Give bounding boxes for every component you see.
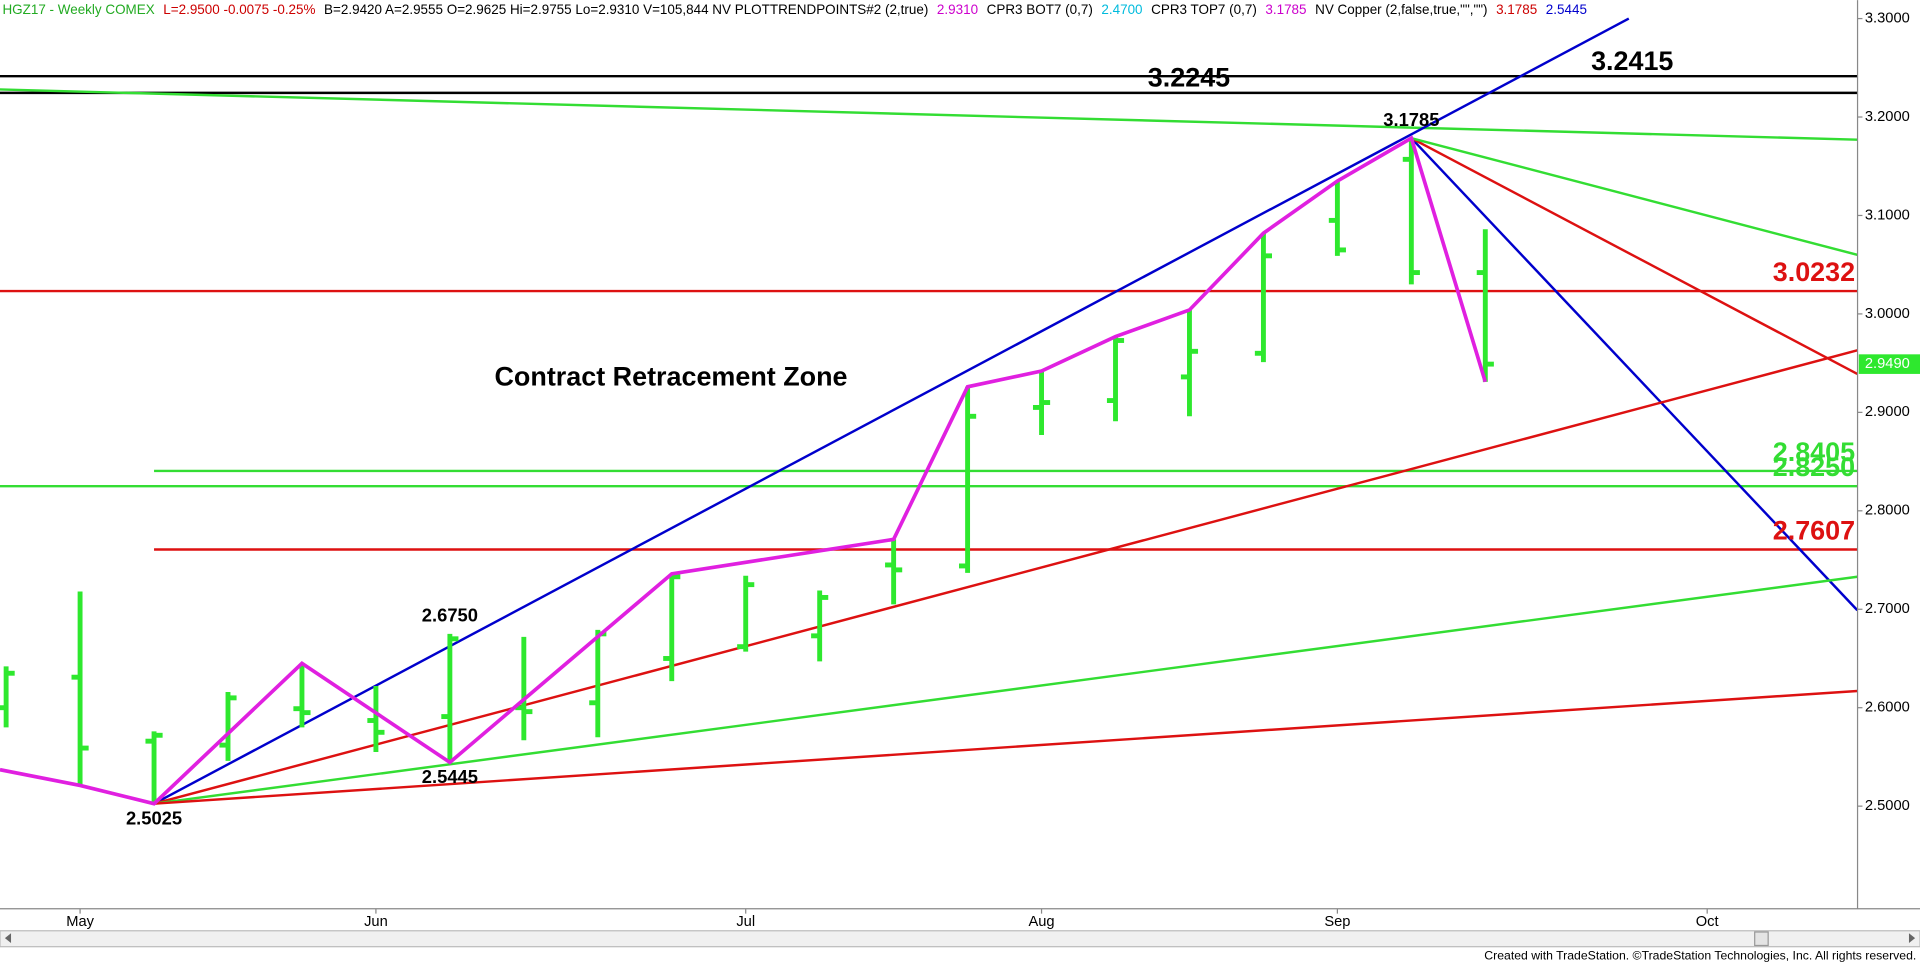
header-segment: 3.1785: [1496, 2, 1537, 17]
y-tick-label: 3.2000: [1865, 109, 1910, 125]
level-label: 3.0232: [1773, 257, 1855, 287]
trendline: [1410, 137, 1858, 612]
y-tick-label: 3.3000: [1865, 10, 1910, 26]
y-tick-label: 3.0000: [1865, 306, 1910, 322]
point-label: 3.1785: [1383, 109, 1439, 130]
x-tick-label: Aug: [1028, 914, 1054, 930]
level-label: 3.2415: [1591, 46, 1673, 76]
plot-area: [0, 17, 1858, 806]
y-tick-label: 2.9000: [1865, 404, 1910, 420]
trendline: [1410, 137, 1858, 376]
header-segment: B=2.9420 A=2.9555 O=2.9625 Hi=2.9755 Lo=…: [324, 2, 928, 17]
scroll-right[interactable]: [1908, 933, 1916, 944]
x-tick-label: Jun: [364, 914, 388, 930]
zone-label: Contract Retracement Zone: [494, 362, 847, 392]
last-price-label: 2.9490: [1865, 356, 1910, 372]
trend-points-line: [0, 135, 1488, 806]
trendline: [1411, 137, 1858, 257]
y-tick-label: 3.1000: [1865, 207, 1910, 223]
y-tick-label: 2.7000: [1865, 601, 1910, 617]
point-label: 2.6750: [422, 605, 478, 626]
header-segment: 3.1785: [1265, 2, 1306, 17]
x-tick-label: Sep: [1324, 914, 1350, 930]
x-tick-label: Oct: [1696, 914, 1719, 930]
x-tick-label: May: [66, 914, 94, 930]
level-label: 2.8250: [1773, 452, 1855, 482]
footer: Created with TradeStation. ©TradeStation…: [1484, 949, 1916, 963]
level-label: 2.7607: [1773, 515, 1855, 545]
trendline: [153, 689, 1858, 805]
last-price-box: [1858, 354, 1920, 374]
level-label: 3.2245: [1148, 63, 1230, 93]
scroll-left[interactable]: [4, 933, 12, 944]
header-segment: NV Copper (2,false,true,"",""): [1315, 2, 1487, 17]
y-tick-label: 2.6000: [1865, 700, 1910, 716]
trendline: [153, 349, 1858, 805]
header-segment: HGZ17 - Weekly COMEX: [2, 2, 154, 17]
trendline: [153, 17, 1630, 805]
point-label: 2.5025: [126, 807, 182, 828]
x-tick-label: Jul: [736, 914, 755, 930]
level-label: 2.8405: [1773, 437, 1855, 467]
trendline: [153, 575, 1858, 805]
y-tick-label: 2.5000: [1865, 798, 1910, 814]
header: HGZ17 - Weekly COMEX L=2.9500 -0.0075 -0.…: [2, 2, 1587, 17]
header-segment: 2.5445: [1546, 2, 1587, 17]
header-segment: L=2.9500 -0.0075 -0.25%: [163, 2, 315, 17]
scroll-thumb[interactable]: [1754, 931, 1769, 947]
header-segment: 2.9310: [937, 2, 978, 17]
header-segment: 2.4700: [1101, 2, 1142, 17]
scrollbar[interactable]: [0, 930, 1920, 948]
trendline: [0, 88, 1858, 141]
header-segment: CPR3 TOP7 (0,7): [1151, 2, 1257, 17]
y-tick-label: 2.8000: [1865, 503, 1910, 519]
header-segment: CPR3 BOT7 (0,7): [987, 2, 1093, 17]
point-label: 2.5445: [422, 766, 478, 787]
axes: 2.5000 2.6000 2.7000 2.8000 2.9000 3.0000 3.10…: [66, 10, 1910, 930]
